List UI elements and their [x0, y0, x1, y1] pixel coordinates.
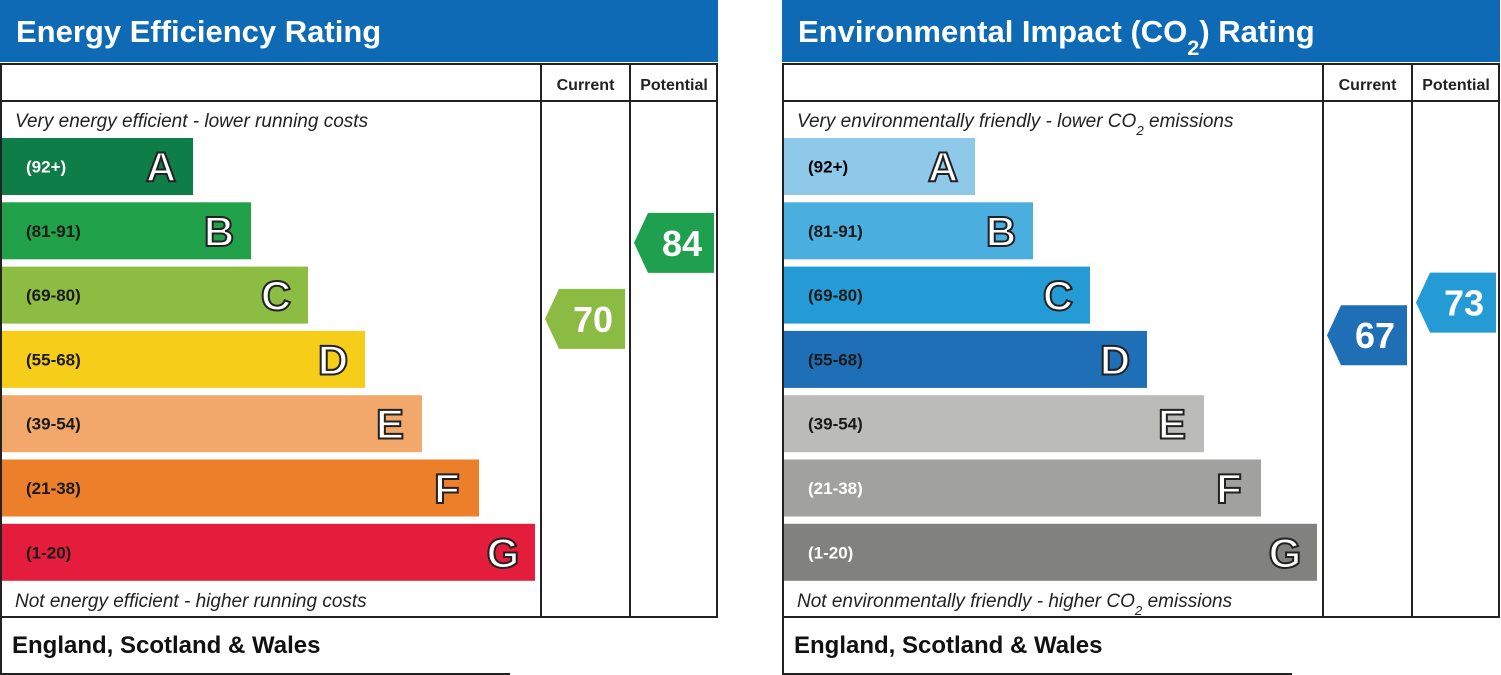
top-note-part: Very environmentally friendly - lower CO	[797, 111, 1137, 132]
band	[2, 138, 193, 195]
title-bar	[0, 0, 718, 62]
title-part: ) Rating	[1199, 14, 1314, 49]
band-range: (1-20)	[808, 543, 853, 562]
title-part: 2	[1187, 35, 1199, 60]
title: Energy Efficiency Rating	[16, 14, 381, 49]
band-letter: C	[1043, 272, 1073, 319]
band	[2, 459, 479, 517]
band-letter: B	[986, 208, 1016, 255]
bottom-note: Not environmentally friendly - higher CO…	[797, 591, 1233, 618]
band	[2, 523, 535, 581]
band-range: (81-91)	[26, 222, 81, 241]
band-range: (39-54)	[808, 415, 863, 434]
potential-arrow	[1416, 272, 1496, 333]
footer: England, Scotland & Wales	[794, 632, 1102, 659]
band	[784, 523, 1317, 581]
title-part: Environmental Impact (CO	[798, 14, 1187, 49]
potential-value: 84	[662, 223, 702, 264]
table-frame	[0, 63, 718, 618]
current-value: 67	[1355, 315, 1395, 356]
title: Environmental Impact (CO2) Rating	[798, 14, 1315, 60]
title-bar	[782, 0, 1500, 62]
column-header: Potential	[640, 77, 708, 94]
band-range: (69-80)	[808, 286, 863, 305]
band	[784, 266, 1090, 324]
band-letter: C	[261, 272, 291, 319]
table-frame	[782, 63, 1500, 618]
column-header: Potential	[1422, 77, 1490, 94]
current-arrow	[545, 288, 625, 349]
band-letter: B	[204, 208, 234, 255]
top-note-part: emissions	[1144, 111, 1234, 132]
band-letter: G	[1269, 529, 1302, 576]
current-value: 70	[573, 299, 613, 340]
band-letter: G	[487, 529, 520, 576]
top-note-part: 2	[1135, 123, 1144, 138]
title-part: Energy Efficiency Rating	[16, 14, 381, 49]
bottom-note-part: Not environmentally friendly - higher CO	[797, 591, 1135, 612]
band-range: (39-54)	[26, 415, 81, 434]
current-arrow	[1327, 305, 1407, 366]
top-note: Very energy efficient - lower running co…	[15, 111, 369, 132]
band-letter: F	[1216, 465, 1242, 512]
band-range: (81-91)	[808, 222, 863, 241]
band	[784, 202, 1033, 260]
band-letter: D	[318, 336, 348, 383]
band	[784, 330, 1147, 388]
band	[2, 395, 422, 453]
top-note-part: Very energy efficient - lower running co…	[15, 111, 369, 132]
band-range: (69-80)	[26, 286, 81, 305]
top-note: Very environmentally friendly - lower CO…	[797, 111, 1234, 138]
band-range: (55-68)	[808, 350, 863, 369]
band	[784, 459, 1261, 517]
bottom-note-part: emissions	[1142, 591, 1232, 612]
band-letter: D	[1100, 336, 1130, 383]
column-header: Current	[557, 77, 615, 94]
band-range: (1-20)	[26, 543, 71, 562]
bottom-note-part: 2	[1134, 603, 1143, 618]
band-range: (92+)	[26, 158, 66, 177]
bottom-note-part: Not energy efficient - higher running co…	[15, 591, 367, 612]
band-letter: A	[928, 144, 958, 191]
potential-arrow	[634, 212, 714, 273]
band-range: (21-38)	[808, 479, 863, 498]
band-letter: A	[146, 144, 176, 191]
band	[2, 202, 251, 260]
band-range: (92+)	[808, 158, 848, 177]
band-letter: E	[376, 401, 404, 448]
band-letter: F	[434, 465, 460, 512]
band-letter: E	[1158, 401, 1186, 448]
band	[784, 395, 1204, 453]
band	[2, 266, 308, 324]
column-header: Current	[1339, 77, 1397, 94]
footer: England, Scotland & Wales	[12, 632, 320, 659]
potential-value: 73	[1444, 283, 1484, 324]
band	[2, 330, 365, 388]
bottom-note: Not energy efficient - higher running co…	[15, 591, 367, 612]
band	[784, 138, 975, 195]
band-range: (55-68)	[26, 350, 81, 369]
band-range: (21-38)	[26, 479, 81, 498]
